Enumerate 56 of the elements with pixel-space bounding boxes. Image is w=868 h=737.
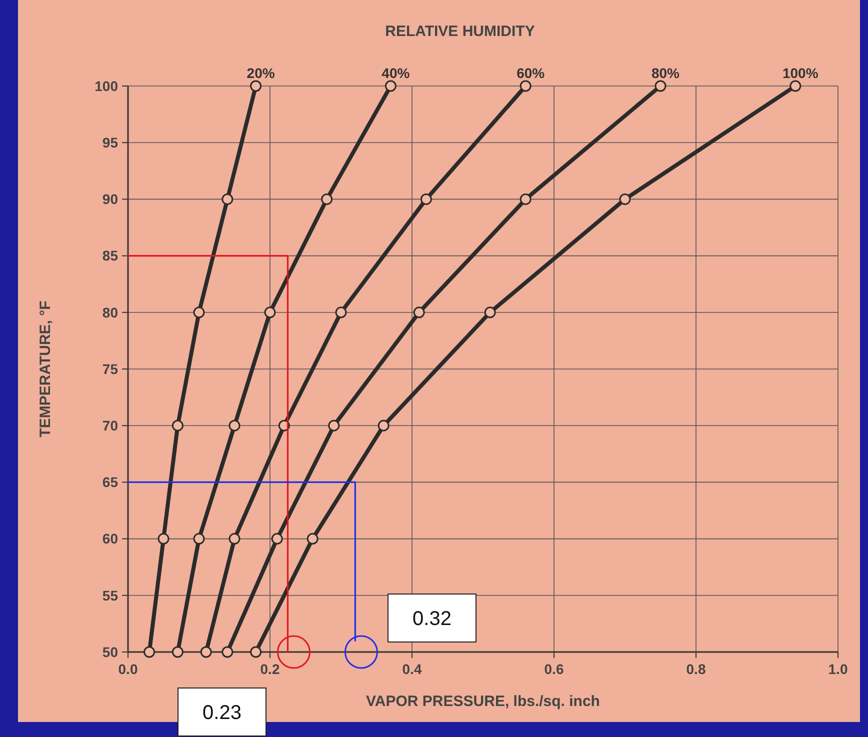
point [378, 420, 390, 432]
point [228, 420, 240, 432]
series-label: 60% [516, 65, 546, 81]
point [250, 646, 262, 658]
series-label: 80% [651, 65, 680, 81]
point [228, 533, 240, 545]
point [193, 306, 205, 318]
y-tick-label: 85 [102, 248, 118, 264]
series-label: 100% [782, 65, 819, 81]
x-tick-label: 0.4 [402, 661, 422, 677]
x-axis-title: VAPOR PRESSURE, lbs./sq. inch [366, 693, 600, 710]
point [306, 533, 318, 545]
point [172, 420, 184, 432]
point [384, 80, 396, 92]
point [172, 646, 184, 658]
point [520, 80, 532, 92]
y-tick-label: 65 [102, 474, 118, 490]
point [328, 420, 340, 432]
series-label: 40% [382, 65, 410, 81]
point [271, 533, 283, 545]
point [484, 306, 496, 318]
point [250, 80, 262, 92]
y-axis-title: TEMPERATURE, °F [37, 300, 54, 438]
y-tick-label: 95 [102, 134, 118, 150]
y-tick-label: 100 [94, 78, 118, 94]
text: 0.23 [202, 702, 242, 724]
point [619, 193, 631, 205]
y-tick-label: 70 [102, 418, 118, 434]
y-tick-label: 90 [102, 191, 118, 208]
point [420, 193, 432, 205]
point [200, 646, 212, 658]
point [193, 533, 205, 545]
point [413, 306, 425, 318]
point [335, 306, 347, 318]
x-tick-label: 0.6 [544, 661, 564, 677]
point [158, 533, 170, 545]
point [321, 193, 333, 205]
x-tick-label: 0.0 [118, 661, 138, 677]
y-tick-label: 75 [102, 360, 118, 377]
point [654, 80, 666, 92]
x-tick-label: 0.8 [686, 661, 706, 677]
x-tick-label: 1.0 [828, 661, 848, 677]
legend-title: RELATIVE HUMIDITY [385, 23, 535, 40]
y-tick-label: 55 [102, 587, 118, 604]
annotation: 0.32 [412, 608, 452, 630]
y-tick-label: 60 [102, 530, 118, 547]
point [520, 193, 532, 205]
y-tick-label: 50 [102, 644, 118, 660]
y-tick-label: 80 [102, 304, 118, 320]
point [264, 306, 276, 318]
x-tick-label: 0.2 [260, 661, 280, 677]
series-label: 20% [246, 65, 276, 81]
point [222, 646, 234, 658]
point [790, 80, 802, 92]
point [222, 193, 234, 205]
point [144, 646, 156, 658]
